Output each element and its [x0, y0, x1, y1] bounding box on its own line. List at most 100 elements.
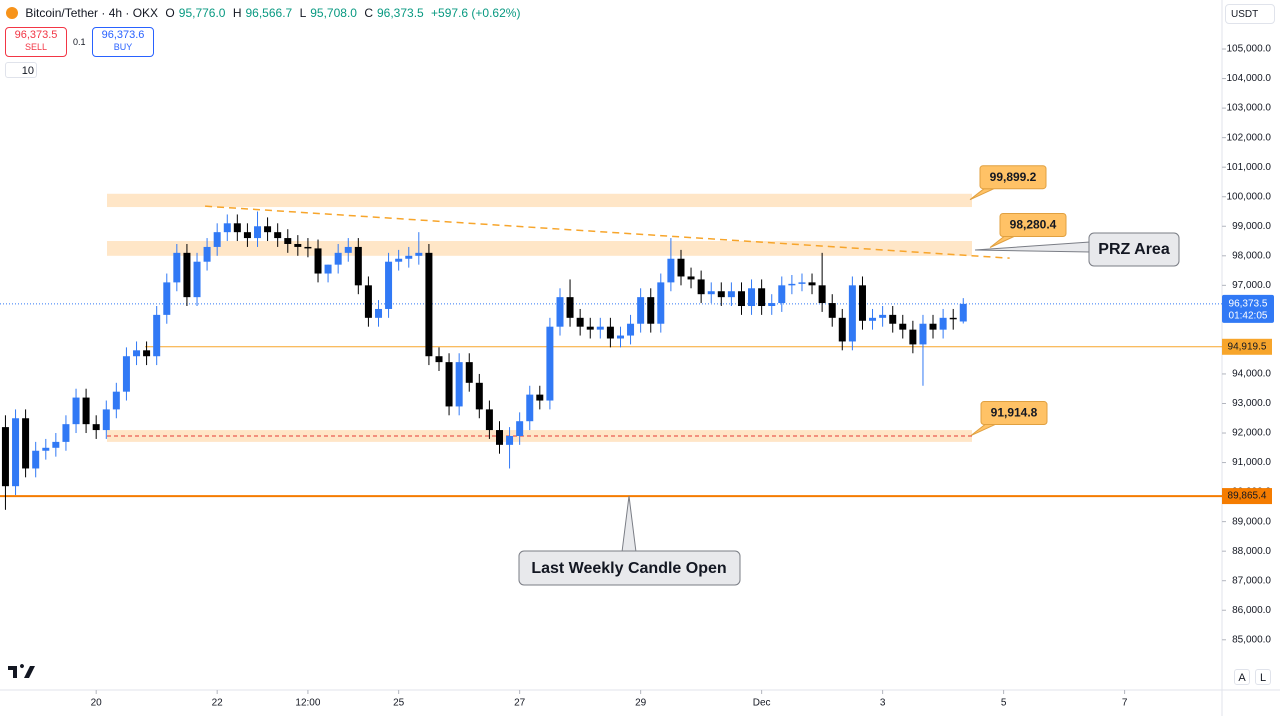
candle-body	[526, 394, 534, 422]
label-box	[980, 401, 1048, 426]
candle-body	[929, 323, 937, 330]
candle-body	[12, 418, 20, 487]
candle-body	[808, 282, 816, 286]
y-tick-label: 102,000.0	[1227, 132, 1272, 143]
candle-body	[425, 252, 433, 357]
label-tail	[970, 424, 996, 436]
x-tick-label: 12:00	[295, 698, 320, 709]
candle-body	[899, 323, 907, 330]
ohlc-value: 95,708.0	[310, 6, 357, 20]
candle-body	[516, 421, 524, 436]
candle-body	[153, 314, 161, 357]
candle-body	[183, 252, 191, 298]
buy-button[interactable]: 96,373.6 BUY	[92, 27, 154, 57]
zone-label: 98,280.4	[1010, 218, 1057, 232]
ohlc-key: H	[232, 6, 242, 20]
callout-pointer	[621, 496, 637, 553]
ohlc-value: 96,373.5	[376, 6, 424, 20]
x-tick-label: 29	[635, 698, 647, 709]
candle-body	[92, 424, 100, 431]
zone-label: 99,899.2	[990, 170, 1037, 184]
label-box	[999, 213, 1067, 238]
y-tick-label: 85,000.0	[1232, 634, 1271, 645]
candle-body	[889, 314, 897, 324]
spread: 0.1	[73, 37, 86, 47]
candle-body	[647, 297, 655, 324]
candle-body	[627, 323, 635, 336]
candle-body	[344, 246, 352, 253]
candle-body	[213, 232, 221, 247]
candle-body	[32, 450, 40, 469]
y-tick-label: 105,000.0	[1227, 44, 1272, 55]
indicator-toggle[interactable]: 10	[5, 62, 37, 78]
ohlc-key: L	[299, 6, 307, 20]
candle-body	[919, 323, 927, 345]
candle-body	[748, 288, 756, 307]
candle-body	[596, 326, 604, 330]
candle-body	[828, 303, 836, 318]
candle-body	[556, 297, 564, 327]
candle-body	[385, 261, 393, 309]
zone	[107, 193, 972, 208]
candle-body	[435, 356, 443, 363]
candle-body	[143, 350, 151, 357]
candle-body	[455, 362, 463, 407]
candle-body	[72, 397, 80, 425]
candle-body	[576, 317, 584, 327]
y-tick-label: 91,000.0	[1232, 457, 1271, 468]
candle-body	[102, 409, 110, 431]
callout-text: Last Weekly Candle Open	[531, 560, 726, 577]
candle-body	[203, 246, 211, 262]
candle-body	[314, 248, 322, 274]
x-tick-label: 22	[212, 698, 224, 709]
ohlc-key: C	[364, 6, 373, 20]
ohlc-value: 96,566.7	[245, 6, 293, 20]
candle-body	[909, 329, 917, 345]
candle-body	[82, 397, 90, 425]
currency-select[interactable]: USDT	[1225, 4, 1275, 24]
zone	[107, 241, 972, 256]
candle-body	[818, 285, 826, 304]
callout-text: PRZ Area	[1098, 241, 1170, 258]
sell-label: SELL	[24, 42, 48, 52]
candle-body	[496, 430, 504, 445]
candle-body	[485, 409, 493, 431]
candle-body	[415, 252, 423, 256]
candle-body	[112, 391, 120, 410]
sell-button[interactable]: 96,373.5 SELL	[5, 27, 67, 57]
log-scale-button[interactable]: L	[1255, 669, 1271, 685]
y-tick-label: 88,000.0	[1232, 546, 1271, 557]
candle-body	[163, 282, 171, 315]
y-tick-label: 89,000.0	[1232, 516, 1271, 527]
candle-body	[52, 441, 60, 448]
candle-body	[546, 326, 554, 401]
candle-body	[445, 362, 453, 407]
candle-body	[637, 297, 645, 324]
candle-body	[243, 232, 251, 239]
candle-body	[364, 285, 372, 318]
auto-scale-button[interactable]: A	[1234, 669, 1250, 685]
candle-body	[768, 303, 776, 307]
candle-body	[375, 308, 383, 318]
candle-body	[949, 317, 957, 320]
y-tick-label: 100,000.0	[1227, 191, 1272, 202]
candle-body	[254, 226, 262, 239]
candle-body	[264, 226, 272, 233]
last-price-label: 96,373.5	[1229, 298, 1268, 309]
candle-body	[858, 285, 866, 321]
trendline	[205, 205, 1010, 259]
candle-body	[395, 258, 403, 262]
candle-body	[173, 252, 181, 283]
level-axis-label: 89,865.4	[1228, 491, 1267, 502]
candle-body	[223, 223, 231, 233]
buy-price: 96,373.6	[101, 29, 145, 41]
x-tick-label: 3	[880, 698, 886, 709]
candle-body	[677, 258, 685, 277]
candle-body	[717, 291, 725, 298]
header: Bitcoin/Tether · 4h · OKX O 95,776.0 H 96,…	[6, 6, 524, 20]
y-tick-label: 98,000.0	[1232, 250, 1271, 261]
logo-mark	[8, 664, 35, 678]
candle-body	[42, 447, 50, 451]
x-tick-label: 7	[1122, 698, 1128, 709]
